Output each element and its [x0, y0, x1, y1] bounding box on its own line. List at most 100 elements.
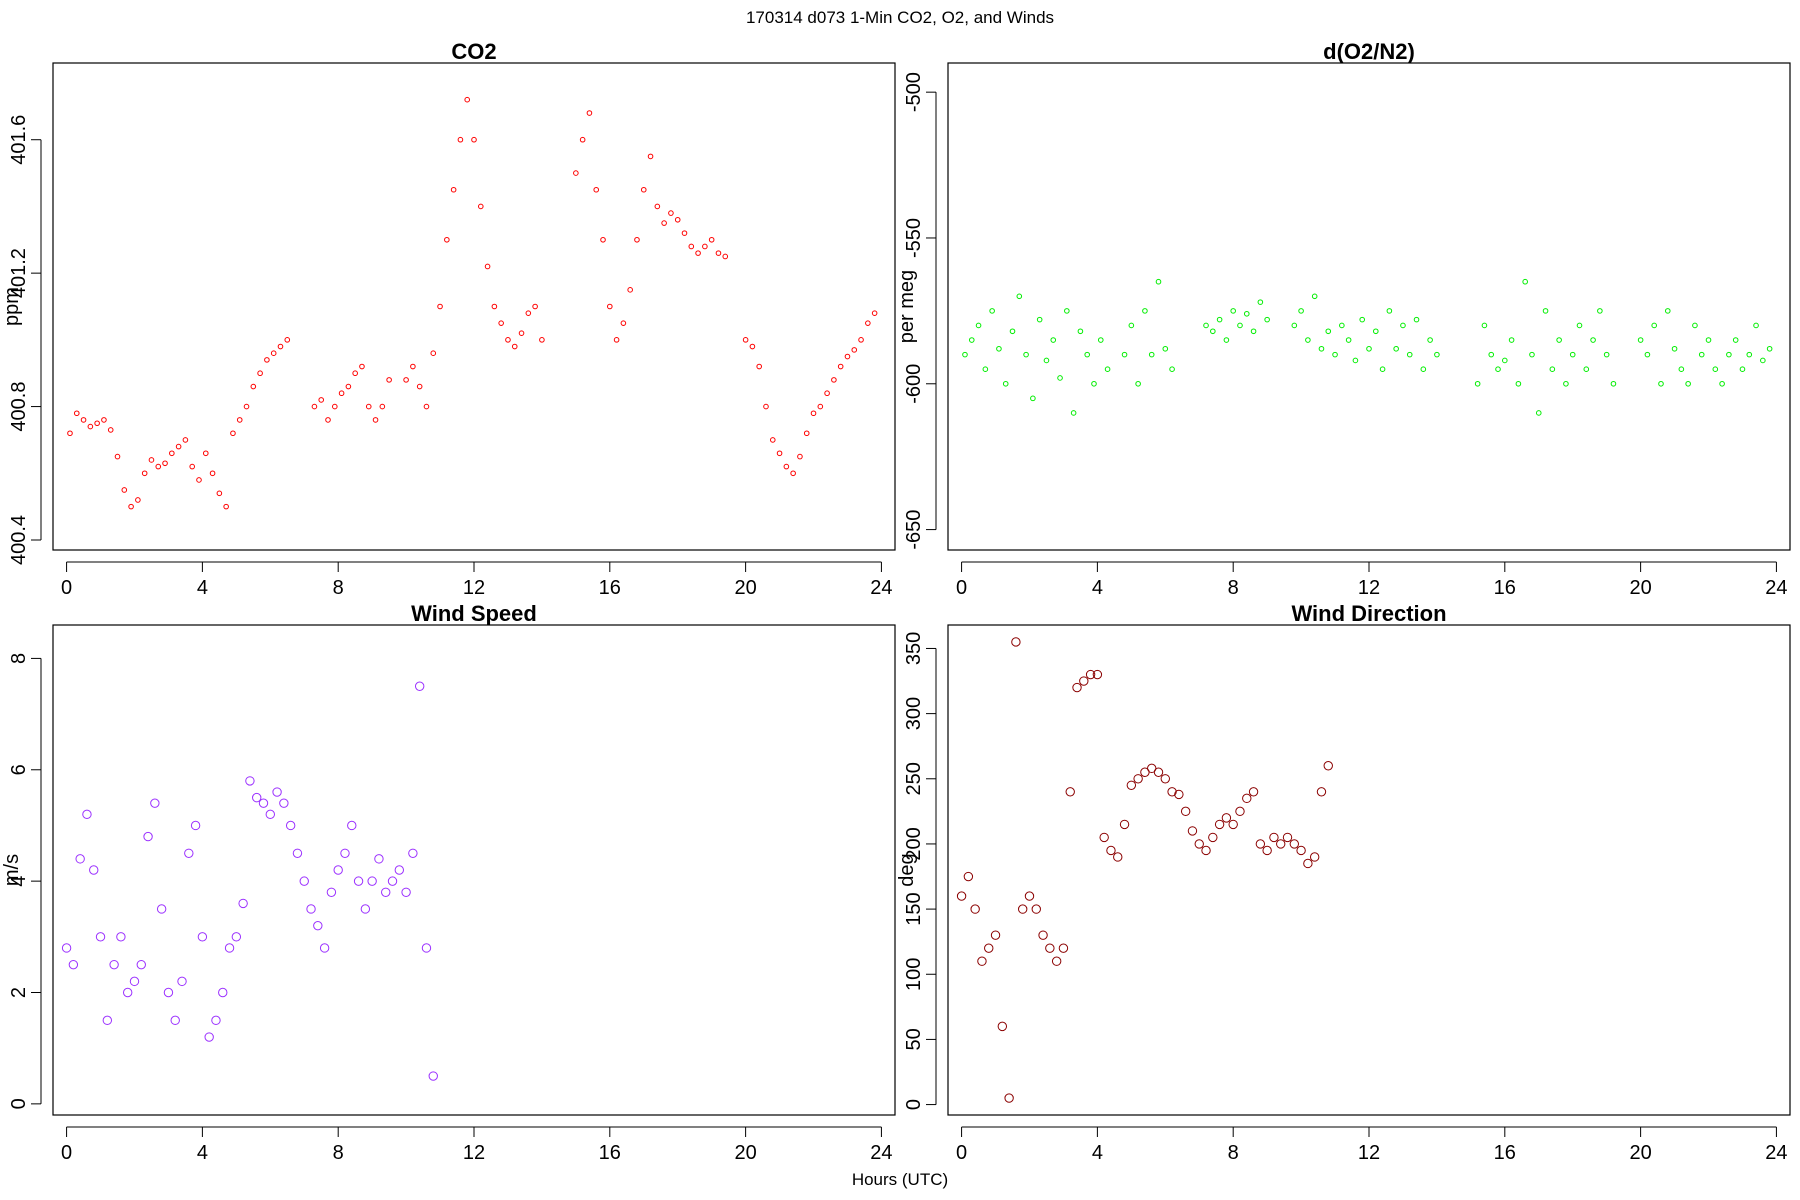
- data-point: [817, 403, 824, 410]
- data-point: [1228, 819, 1238, 830]
- data-point: [1024, 891, 1035, 901]
- data-point: [82, 809, 92, 820]
- data-point: [258, 798, 269, 808]
- data-point: [279, 798, 289, 808]
- data-point: [1379, 366, 1386, 372]
- data-point: [457, 136, 464, 143]
- data-point: [511, 343, 518, 350]
- data-point: [851, 347, 858, 353]
- data-point: [353, 876, 364, 886]
- data-point: [708, 236, 715, 243]
- data-point: [270, 350, 277, 356]
- data-point: [844, 353, 851, 360]
- chart-wind-direction: Wind Direction 0 4 8 12 16 20 24 0 50 100 150 200 250…: [896, 601, 1791, 1164]
- data-point: [428, 1071, 438, 1081]
- data-point: [1495, 366, 1501, 372]
- data-point: [352, 370, 358, 377]
- data-point: [722, 253, 729, 260]
- data-point: [189, 463, 196, 470]
- data-point: [67, 430, 73, 437]
- data-point: [338, 390, 345, 397]
- data-point: [989, 308, 995, 314]
- data-point: [184, 848, 194, 858]
- data-point: [1113, 852, 1123, 862]
- data-point: [532, 303, 538, 310]
- data-point: [128, 503, 134, 510]
- data-point: [1325, 328, 1332, 335]
- data-point: [360, 904, 371, 914]
- data-point: [387, 876, 398, 886]
- data-point: [1030, 395, 1036, 402]
- data-point: [837, 363, 844, 370]
- data-point: [122, 987, 133, 998]
- data-point: [956, 891, 967, 901]
- data-point: [600, 236, 606, 243]
- data-point: [769, 437, 776, 443]
- data-point: [1201, 845, 1211, 856]
- data-point: [1603, 351, 1610, 358]
- x-tick-label: 8: [1228, 1142, 1239, 1164]
- data-point: [1739, 366, 1746, 372]
- data-point: [1208, 832, 1218, 843]
- data-point: [1203, 322, 1209, 329]
- y-tick-label: 401.2: [8, 248, 30, 298]
- data-point: [1766, 345, 1773, 352]
- data-point: [1719, 380, 1725, 387]
- data-point: [1698, 351, 1705, 358]
- data-point: [318, 397, 325, 403]
- y-tick-label: -550: [903, 218, 925, 258]
- data-point: [1685, 380, 1691, 387]
- data-point: [990, 930, 1001, 940]
- data-point: [688, 243, 695, 250]
- data-point: [1091, 380, 1097, 387]
- x-tick-label: 24: [1765, 1142, 1787, 1164]
- data-point: [1474, 380, 1481, 387]
- data-point: [1529, 351, 1535, 358]
- x-tick-label: 24: [1765, 577, 1787, 599]
- data-point: [1726, 351, 1732, 358]
- data-point: [579, 136, 586, 143]
- y-axis-label: ppm: [1, 287, 23, 326]
- data-point: [1549, 366, 1556, 372]
- data-point: [394, 865, 405, 875]
- data-point: [1043, 357, 1050, 364]
- data-point: [1148, 351, 1155, 358]
- data-point: [1305, 337, 1311, 343]
- data-point: [1678, 366, 1685, 372]
- data-point: [715, 250, 722, 256]
- data-point: [1050, 337, 1057, 343]
- y-tick-label: 100: [903, 958, 925, 991]
- data-point: [175, 443, 182, 450]
- data-point: [1104, 366, 1111, 372]
- data-point: [211, 1015, 221, 1026]
- data-point: [573, 170, 579, 176]
- data-point: [1237, 322, 1243, 329]
- data-point: [1221, 813, 1232, 823]
- data-point: [477, 203, 484, 210]
- data-point: [871, 310, 878, 316]
- data-point: [162, 460, 168, 467]
- x-tick-label: 16: [599, 577, 621, 599]
- y-axis-label: m/s: [1, 854, 23, 886]
- data-point: [1434, 351, 1440, 358]
- data-point: [1106, 845, 1116, 856]
- data-point: [374, 854, 384, 864]
- data-point: [505, 337, 511, 343]
- data-point: [1194, 839, 1204, 849]
- data-point: [1420, 366, 1427, 372]
- data-point: [1427, 337, 1433, 343]
- x-tick-label: 4: [1092, 577, 1103, 599]
- data-point: [1352, 357, 1359, 364]
- data-point: [1099, 832, 1109, 843]
- y-tick-label: 401.6: [8, 115, 30, 165]
- data-point: [661, 220, 667, 226]
- y-tick-label: 2: [8, 987, 30, 998]
- data-point: [381, 887, 391, 897]
- data-point: [962, 351, 968, 358]
- data-point: [674, 216, 681, 223]
- data-point: [1162, 345, 1169, 352]
- data-point: [365, 403, 372, 410]
- data-point: [1248, 787, 1259, 797]
- data-point: [102, 1015, 113, 1026]
- data-point: [1072, 682, 1082, 693]
